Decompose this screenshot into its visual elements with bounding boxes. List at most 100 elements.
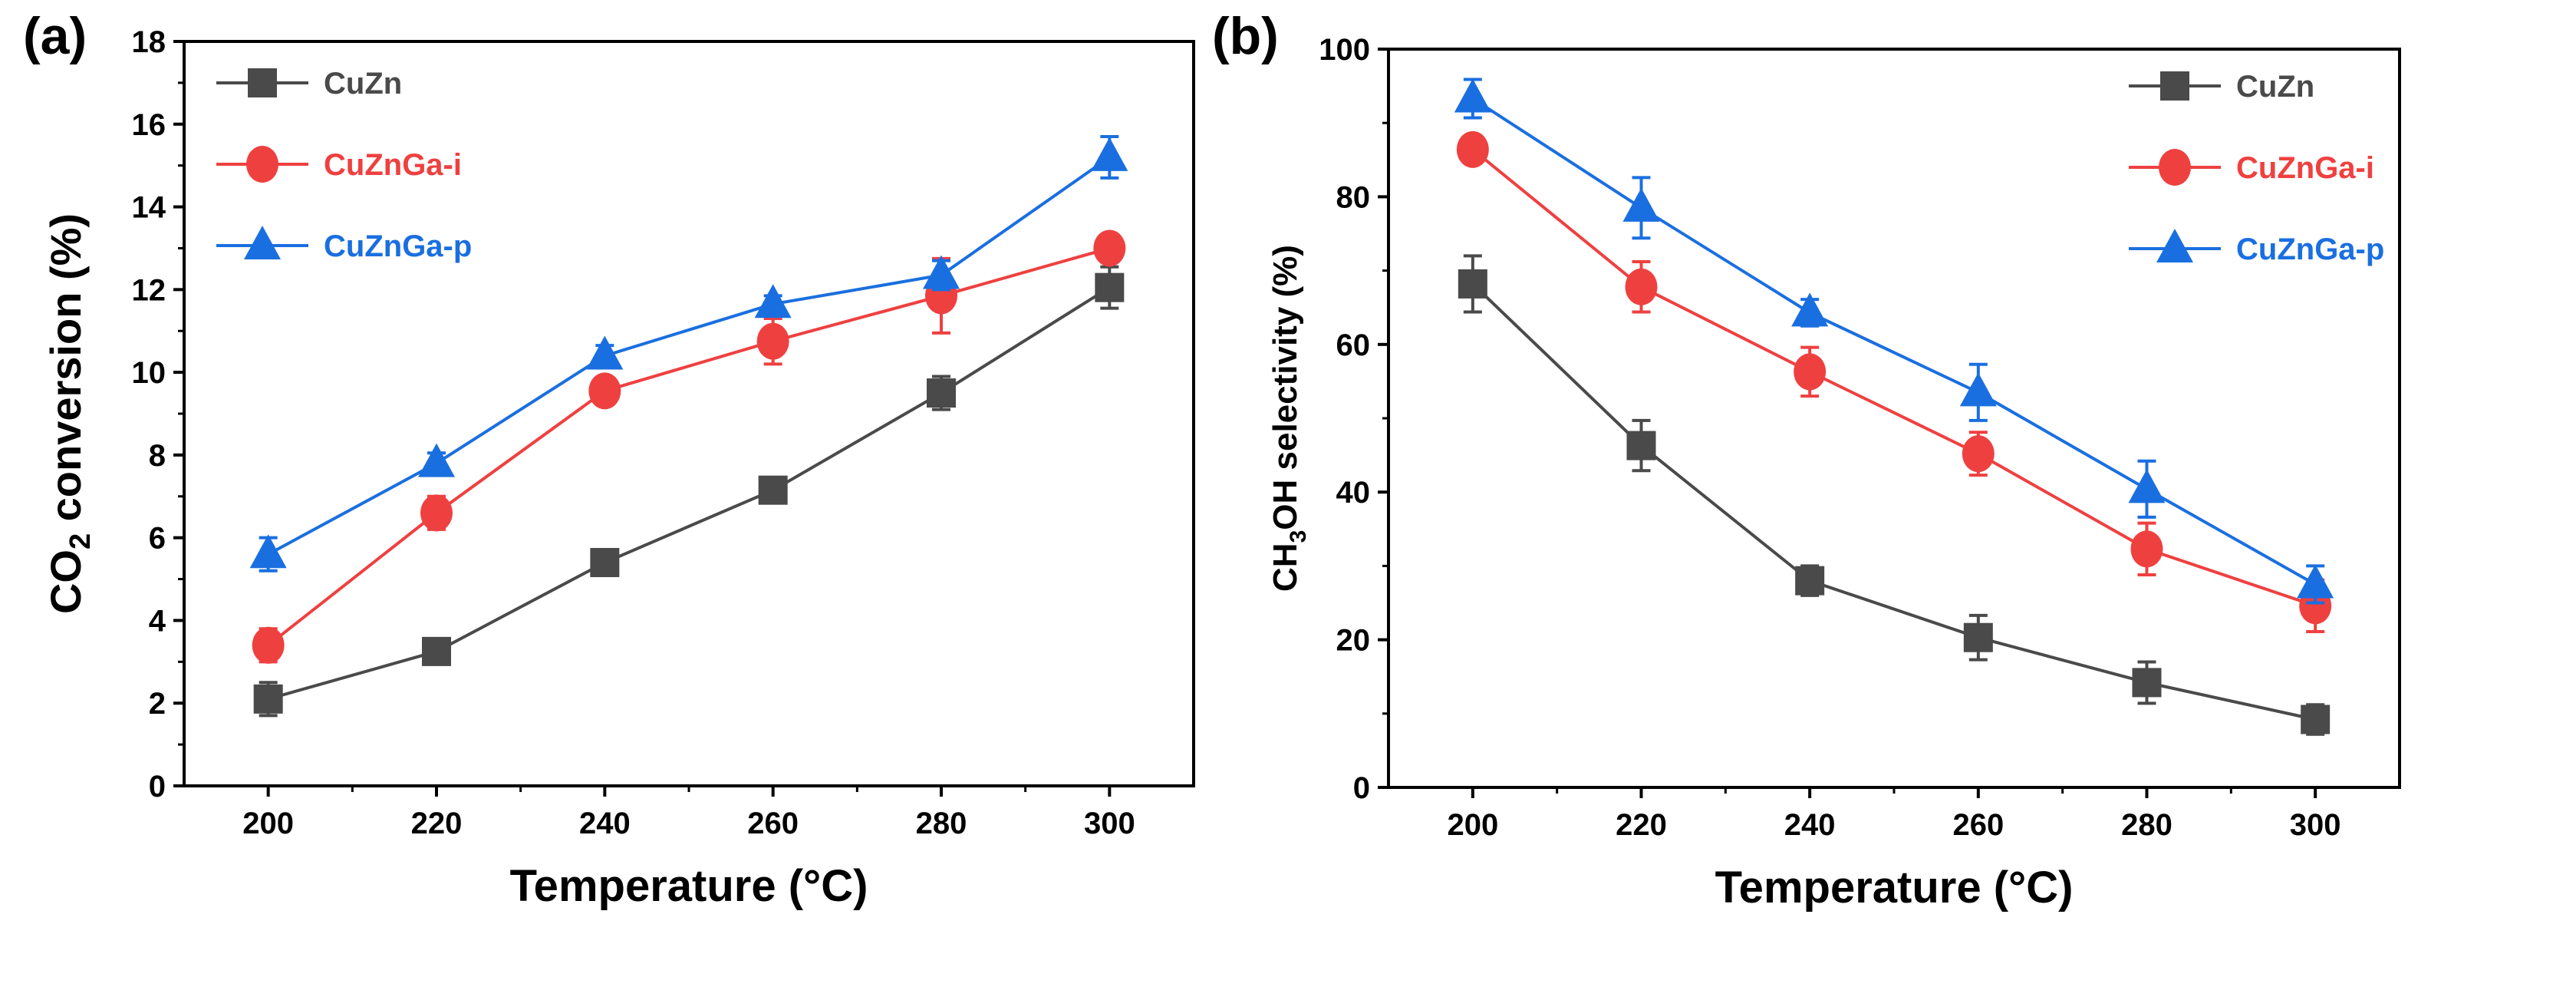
y-tick-label: 20 bbox=[1336, 624, 1371, 658]
panel-a: (a) 200 220 240 260 280 300 0 2 4 6 8 10 12 14 16 18 Temp… bbox=[23, 7, 1195, 911]
data-point bbox=[418, 443, 455, 477]
legend-label: CuZnGa-i bbox=[324, 148, 462, 182]
data-point bbox=[2128, 469, 2166, 503]
series-line bbox=[267, 246, 1110, 647]
data-point bbox=[1963, 622, 1993, 652]
y-tick-label: 16 bbox=[132, 108, 166, 142]
legend-item: CuZn bbox=[2129, 70, 2314, 104]
legend: CuZn CuZnGa-i CuZnGa-p bbox=[216, 67, 472, 263]
x-tick-label: 240 bbox=[1784, 808, 1836, 842]
y-tick-label: 100 bbox=[1319, 33, 1370, 67]
series-cuznga-i bbox=[1456, 130, 2332, 634]
data-point bbox=[1791, 292, 1829, 327]
data-point bbox=[2301, 705, 2331, 734]
y-axis-label: CH3OH selectivity (%) bbox=[1267, 245, 1311, 592]
legend-marker-circle-icon bbox=[246, 146, 278, 183]
y-tick-label: 60 bbox=[1336, 328, 1371, 362]
x-tick-label: 300 bbox=[1084, 807, 1135, 840]
y-label-part: CO bbox=[41, 550, 90, 614]
x-tick-label: 260 bbox=[1952, 808, 2004, 842]
y-tick-label: 10 bbox=[132, 356, 166, 390]
x-tick-label: 220 bbox=[1616, 808, 1667, 842]
data-point bbox=[754, 284, 792, 318]
data-point bbox=[758, 475, 788, 505]
data-point bbox=[756, 322, 789, 360]
y-tick-label: 80 bbox=[1336, 180, 1371, 214]
series-line bbox=[1471, 97, 2317, 586]
data-point bbox=[1093, 229, 1126, 267]
data-point bbox=[1626, 431, 1656, 460]
legend-marker-square-icon bbox=[248, 68, 277, 97]
x-axis-label: Temperature (°C) bbox=[1715, 863, 2074, 913]
legend-item: CuZnGa-p bbox=[2129, 229, 2384, 266]
series-cuznga-p bbox=[1454, 78, 2334, 605]
data-point bbox=[2132, 668, 2162, 698]
legend-label: CuZnGa-p bbox=[324, 229, 472, 263]
y-label-part: conversion (%) bbox=[41, 213, 90, 533]
data-point bbox=[420, 494, 453, 532]
x-tick-label: 260 bbox=[747, 807, 799, 840]
x-tick-label: 220 bbox=[411, 807, 463, 840]
data-point bbox=[2130, 530, 2163, 568]
data-point bbox=[1794, 353, 1827, 391]
data-point bbox=[586, 335, 624, 370]
y-tick-label: 40 bbox=[1336, 476, 1371, 510]
legend-label: CuZn bbox=[2236, 70, 2314, 104]
y-tick-label: 8 bbox=[149, 439, 166, 473]
y-tick-label: 12 bbox=[132, 273, 166, 307]
series-cuzn bbox=[1458, 254, 2331, 736]
x-tick-label: 240 bbox=[579, 807, 631, 840]
series-line bbox=[267, 156, 1111, 556]
y-label-subscript: 3 bbox=[1286, 530, 1311, 543]
legend-label: CuZnGa-p bbox=[2236, 233, 2384, 266]
data-point bbox=[1091, 137, 1128, 171]
series-line bbox=[1471, 148, 2316, 608]
data-point bbox=[588, 372, 621, 410]
y-tick-label: 6 bbox=[149, 522, 166, 556]
panel-label: (b) bbox=[1212, 7, 1279, 65]
x-axis-label: Temperature (°C) bbox=[510, 861, 868, 911]
series-cuznga-p bbox=[249, 134, 1128, 573]
data-point bbox=[1458, 269, 1487, 299]
x-tick-label: 200 bbox=[1447, 808, 1498, 842]
data-point bbox=[252, 626, 285, 664]
panel-label: (a) bbox=[23, 7, 87, 65]
data-point bbox=[1095, 272, 1125, 302]
y-tick-label: 0 bbox=[1353, 771, 1370, 805]
series-cuznga-i bbox=[252, 229, 1126, 664]
data-point bbox=[253, 684, 283, 714]
y-tick-label: 0 bbox=[149, 770, 166, 804]
y-tick-label: 4 bbox=[149, 604, 166, 638]
legend-marker-triangle-icon bbox=[244, 226, 281, 259]
legend-marker-square-icon bbox=[2160, 71, 2189, 101]
data-point bbox=[590, 548, 620, 577]
legend-item: CuZnGa-i bbox=[2129, 149, 2374, 186]
y-axis-label: CO2 conversion (%) bbox=[41, 213, 97, 614]
y-tick-label: 14 bbox=[132, 191, 166, 225]
data-point bbox=[1454, 78, 1491, 113]
x-tick-label: 300 bbox=[2290, 808, 2341, 842]
y-tick-label: 18 bbox=[132, 25, 166, 59]
x-tick-label: 280 bbox=[916, 807, 967, 840]
series-line bbox=[268, 285, 1111, 701]
legend-label: CuZnGa-i bbox=[2236, 151, 2374, 185]
legend: CuZn CuZnGa-i CuZnGa-p bbox=[2129, 70, 2384, 266]
data-point bbox=[1962, 435, 1995, 473]
legend-item: CuZn bbox=[216, 67, 402, 101]
series-line bbox=[1471, 282, 2316, 721]
data-point bbox=[1456, 130, 1489, 168]
data-point bbox=[1625, 268, 1658, 305]
x-tick-label: 200 bbox=[242, 807, 294, 840]
panel-b: (b) 200 220 240 260 280 300 0 20 40 60 80 100 Tempera… bbox=[1212, 7, 2401, 913]
data-point bbox=[422, 636, 451, 666]
legend-item: CuZnGa-p bbox=[216, 226, 472, 263]
data-point bbox=[249, 534, 287, 569]
series-cuzn bbox=[253, 265, 1125, 718]
y-label-part: OH selectivity (%) bbox=[1267, 245, 1304, 530]
data-point bbox=[1959, 372, 1997, 407]
y-label-subscript: 2 bbox=[64, 533, 97, 550]
x-tick-label: 280 bbox=[2121, 808, 2172, 842]
y-label-part: CH bbox=[1267, 543, 1304, 592]
legend-marker-circle-icon bbox=[2159, 149, 2191, 186]
